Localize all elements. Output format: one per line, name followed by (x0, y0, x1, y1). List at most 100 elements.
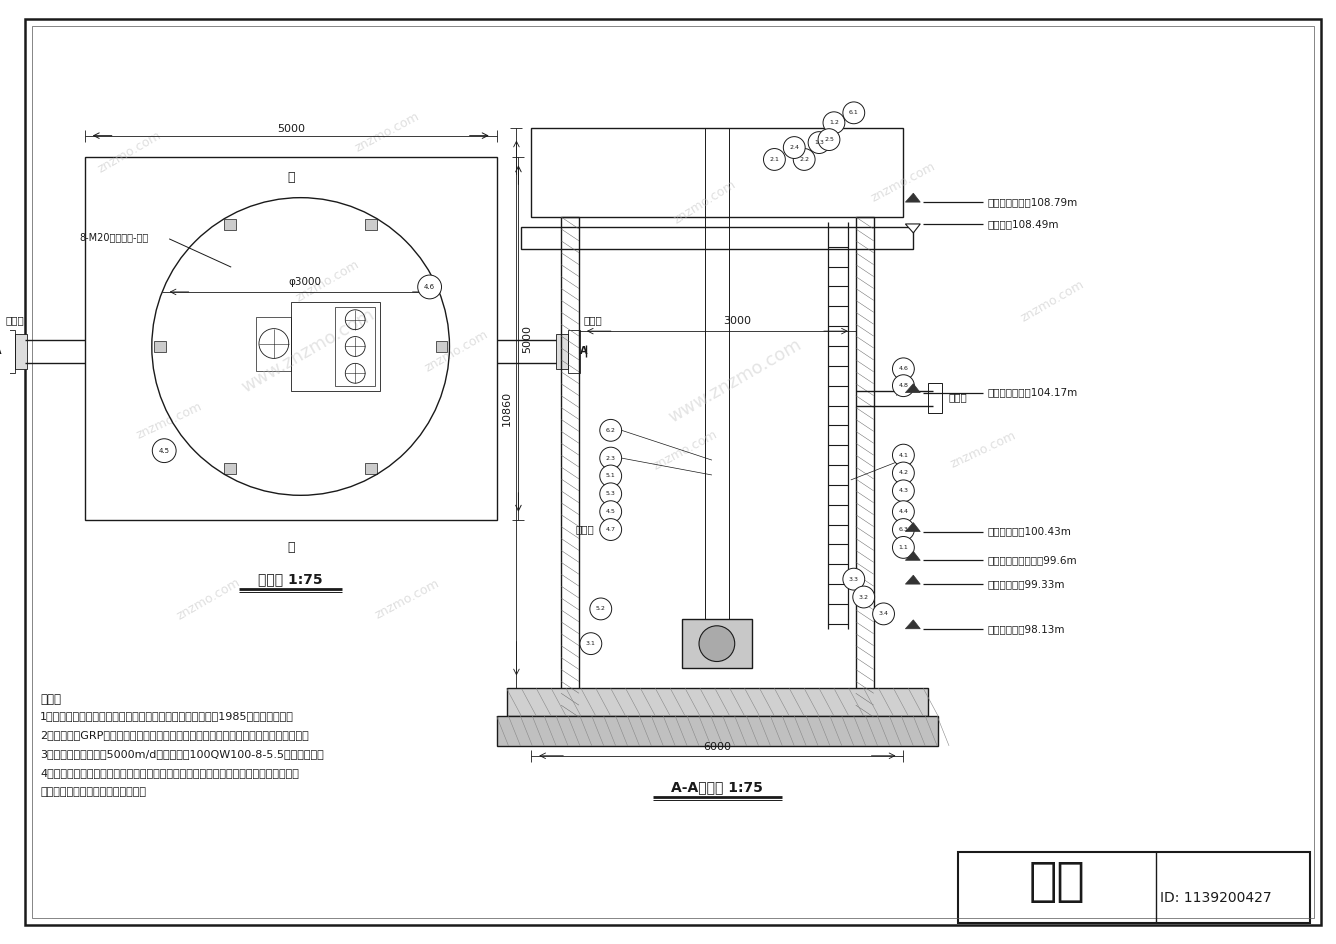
Text: znzmo.com: znzmo.com (947, 430, 1018, 471)
Text: 出水管中心标高104.17m: 出水管中心标高104.17m (987, 388, 1078, 397)
Circle shape (600, 483, 621, 505)
Text: 6.1: 6.1 (848, 110, 859, 115)
Text: 2.5: 2.5 (824, 137, 834, 143)
Text: znzmo.com: znzmo.com (1018, 278, 1086, 325)
Circle shape (843, 568, 864, 590)
Text: 5.1: 5.1 (605, 474, 616, 479)
Text: 4.1: 4.1 (899, 452, 908, 458)
Text: 3000: 3000 (723, 316, 751, 326)
Text: 3.1: 3.1 (587, 641, 596, 646)
Circle shape (600, 419, 621, 441)
Bar (365, 218, 377, 230)
Text: 3.4: 3.4 (879, 612, 888, 616)
Circle shape (892, 536, 914, 558)
Text: znzmo.com: znzmo.com (95, 129, 163, 176)
Text: znzmo.com: znzmo.com (175, 576, 243, 622)
Text: 5000: 5000 (522, 325, 532, 352)
Text: 3、污水泵站设计规檃5000m/d，水泵型号100QW100-8-5.5，两用一备。: 3、污水泵站设计规檃5000m/d，水泵型号100QW100-8-5.5，两用一… (40, 749, 323, 759)
Circle shape (892, 500, 914, 523)
Text: 2.1: 2.1 (770, 157, 779, 162)
Circle shape (763, 148, 786, 170)
Bar (561, 217, 578, 708)
Text: 6.2: 6.2 (605, 428, 616, 433)
Polygon shape (906, 224, 921, 233)
Bar (683, 619, 752, 668)
Bar (436, 341, 448, 352)
Text: znzmo.com: znzmo.com (373, 577, 442, 621)
Text: www.znzmo.com: www.znzmo.com (238, 306, 378, 396)
Text: www.znzmo.com: www.znzmo.com (665, 335, 804, 426)
Bar (532, 127, 903, 217)
Bar (154, 341, 166, 352)
Text: 安全影患，污水泵应具有防爆功能。: 安全影患，污水泵应具有防爆功能。 (40, 786, 146, 797)
Bar (257, 317, 291, 371)
Circle shape (699, 626, 735, 662)
Bar (224, 218, 236, 230)
Text: 4、筒体内部相对比较封闭，鉴于所输送介质为污水污物，易产生易燃易爆气体，为消除: 4、筒体内部相对比较封闭，鉴于所输送介质为污水污物，易产生易燃易爆气体，为消除 (40, 767, 299, 778)
Bar (568, 329, 580, 373)
Text: znzmo.com: znzmo.com (424, 328, 490, 375)
Text: φ3000: φ3000 (289, 277, 322, 287)
Text: 进水口: 进水口 (5, 314, 24, 325)
Circle shape (818, 128, 840, 150)
Bar (365, 463, 377, 475)
Bar (958, 852, 1311, 923)
Text: 1.2: 1.2 (830, 120, 839, 126)
Bar (506, 688, 929, 716)
Text: znzmo.com: znzmo.com (353, 110, 422, 155)
Text: 4.4: 4.4 (898, 509, 908, 514)
Bar (705, 127, 728, 629)
Text: znzmo.com: znzmo.com (294, 258, 362, 305)
Circle shape (892, 518, 914, 541)
Text: 出水管: 出水管 (949, 393, 967, 402)
Text: 泵站底座标高98.13m: 泵站底座标高98.13m (987, 624, 1065, 633)
Text: 1.3: 1.3 (814, 140, 824, 145)
Circle shape (843, 102, 864, 124)
Text: 警报液位标高100.43m: 警报液位标高100.43m (987, 527, 1071, 536)
Text: znzmo.com: znzmo.com (134, 399, 204, 442)
Bar (521, 227, 914, 249)
Text: znzmo.com: znzmo.com (672, 177, 739, 227)
Bar (4, 329, 16, 373)
Text: 6000: 6000 (703, 742, 731, 751)
Bar (335, 307, 375, 386)
Text: znzmo.com: znzmo.com (868, 160, 938, 205)
Text: 3.3: 3.3 (848, 577, 859, 582)
Text: 2.4: 2.4 (790, 145, 799, 150)
Text: 3.2: 3.2 (859, 595, 868, 599)
Polygon shape (906, 620, 921, 629)
Circle shape (600, 518, 621, 541)
Circle shape (418, 275, 441, 299)
Text: 进水管: 进水管 (576, 525, 595, 534)
Circle shape (823, 111, 844, 134)
Text: 2、本图仅为GRP一体化预制泵站大样图，整套设备由厂家统一供应，并负责指导安装。: 2、本图仅为GRP一体化预制泵站大样图，整套设备由厂家统一供应，并负责指导安装。 (40, 730, 309, 740)
Text: 5.2: 5.2 (596, 606, 605, 612)
Text: 知末: 知末 (1029, 860, 1086, 905)
Polygon shape (906, 575, 921, 584)
Text: 2.3: 2.3 (605, 456, 616, 461)
Text: 1、本图尺寸单位除标高以米计，其余均以毫米计；标高采用1985国家高程基准。: 1、本图尺寸单位除标高以米计，其余均以毫米计；标高采用1985国家高程基准。 (40, 711, 294, 721)
Text: 停泵液位标高99.33m: 停泵液位标高99.33m (987, 579, 1065, 589)
Text: 5.3: 5.3 (605, 491, 616, 497)
Bar (224, 463, 236, 475)
Circle shape (892, 375, 914, 396)
Text: 出水口: 出水口 (584, 314, 603, 325)
Polygon shape (906, 523, 921, 531)
Circle shape (591, 598, 612, 620)
Bar (556, 333, 568, 369)
Text: 1.1: 1.1 (899, 545, 908, 550)
Circle shape (794, 148, 815, 170)
Text: 4.6: 4.6 (899, 366, 908, 371)
Text: 启泵液储水管底标高99.6m: 启泵液储水管底标高99.6m (987, 555, 1077, 565)
Bar (856, 217, 874, 708)
Circle shape (600, 447, 621, 469)
Text: 4.2: 4.2 (898, 470, 908, 476)
Text: znzmo.com: znzmo.com (651, 428, 720, 473)
Text: ID: 1139200427: ID: 1139200427 (1160, 890, 1272, 904)
Circle shape (783, 137, 806, 159)
Circle shape (600, 500, 621, 523)
Text: 4.5: 4.5 (605, 509, 616, 514)
Circle shape (808, 131, 830, 154)
Text: 可: 可 (287, 171, 294, 184)
Text: A: A (580, 346, 588, 357)
